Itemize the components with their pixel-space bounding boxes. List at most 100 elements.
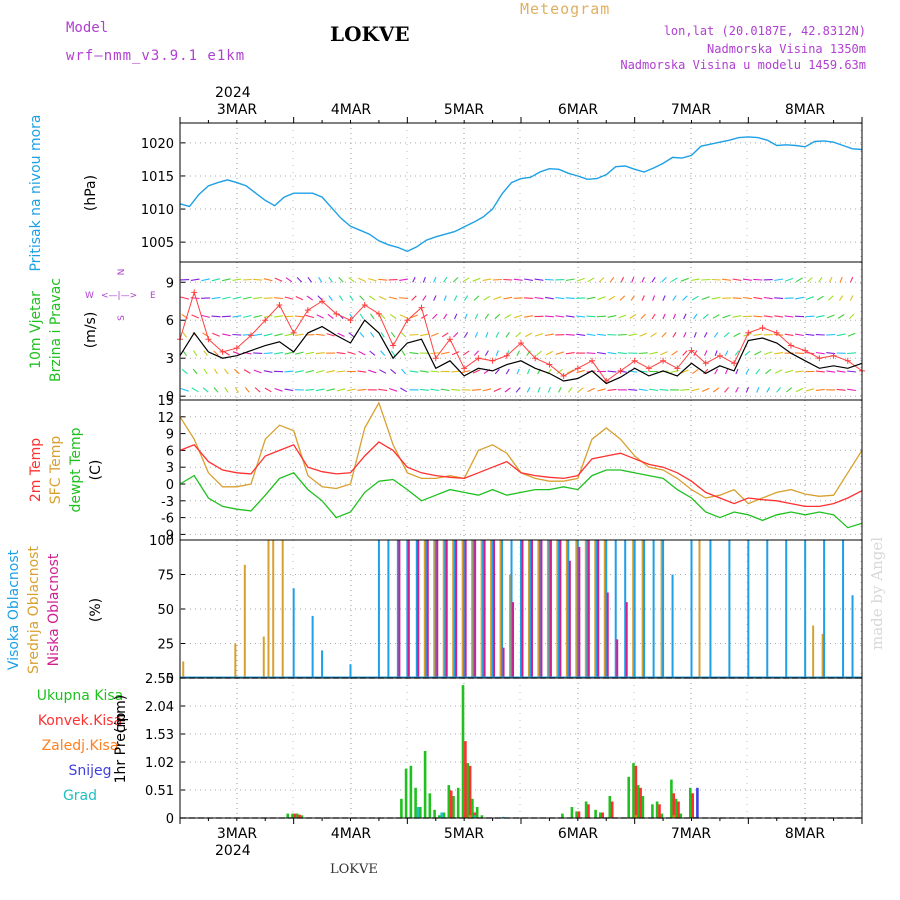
wind-arrow <box>401 350 406 356</box>
wind-arrow <box>651 276 656 283</box>
wind-gust-marker <box>773 329 780 336</box>
wind-gust-marker <box>631 357 638 364</box>
wind-arrow <box>400 387 408 393</box>
wind-arrow <box>651 313 656 320</box>
wind-arrow <box>399 278 408 281</box>
wind-arrow <box>336 388 346 392</box>
wind-arrow <box>305 351 315 355</box>
wind-arrow <box>305 314 315 319</box>
wind-arrow <box>379 369 387 374</box>
precip-conv-bar <box>298 814 301 818</box>
wind-arrow <box>190 278 200 281</box>
wind-arrow <box>703 331 708 338</box>
top-day-label: 7MAR <box>671 102 712 118</box>
wind-arrow <box>671 350 678 356</box>
wind-arrow <box>284 333 294 337</box>
wind-arrow <box>263 278 273 282</box>
wind-arrow <box>263 314 273 318</box>
wind-arrow <box>274 297 284 300</box>
wind-arrow <box>284 296 294 300</box>
wind-arrow <box>453 332 459 338</box>
precip-conv-bar <box>587 804 590 818</box>
wind-arrow <box>359 295 365 301</box>
wind-arrow <box>347 351 356 355</box>
wind-arrow <box>598 277 605 283</box>
wind-arrow <box>318 276 323 283</box>
wind-arrow <box>211 315 221 318</box>
footer-station: LOKVE <box>330 862 378 877</box>
wind-arrow <box>724 387 730 393</box>
wind-arrow <box>784 315 794 318</box>
precip-total-bar <box>570 807 574 818</box>
wind-arrow <box>327 313 334 319</box>
wind-gust-marker <box>574 365 581 372</box>
wind-arrow <box>526 350 531 356</box>
wind-arrow <box>745 368 750 375</box>
wind-arrow <box>545 350 554 356</box>
wind-arrow <box>201 278 210 282</box>
wind-arrow <box>474 331 479 338</box>
temp-ylabel-sfc: SFC Temp <box>48 436 64 505</box>
wind-arrow <box>422 276 426 283</box>
wind-arrow <box>815 388 825 391</box>
wind-arrow <box>545 296 554 300</box>
wind-arrow <box>305 388 315 391</box>
wind-arrow <box>348 277 355 283</box>
precip-tick-label: 0.51 <box>145 784 174 799</box>
wind-arrow <box>422 295 427 301</box>
wind-arrow <box>242 296 252 300</box>
wind-arrow <box>232 351 241 356</box>
wind-arrow <box>587 387 595 393</box>
wind-arrow <box>755 368 761 375</box>
wind-arrow <box>368 278 377 282</box>
temp-tick-label: -9 <box>161 528 174 543</box>
precip-conv-bar <box>601 812 604 818</box>
wind-arrow <box>693 313 698 320</box>
wind-arrow <box>558 387 562 393</box>
wind-arrow <box>482 278 492 282</box>
precip-conv-bar <box>691 793 694 818</box>
precip-unit: (mm) <box>113 695 129 733</box>
wind-arrow <box>440 388 450 392</box>
wind-arrow <box>805 333 815 336</box>
wind-arrow <box>474 313 479 320</box>
bottom-year-label: 2024 <box>215 843 251 859</box>
wind-arrow <box>753 296 763 300</box>
wind-arrow <box>847 370 857 373</box>
wind-gust-marker <box>546 361 553 368</box>
precip-total-bar <box>632 763 635 818</box>
wind-gust-marker <box>802 347 809 354</box>
precip-conv-bar <box>677 801 680 818</box>
wind-arrow <box>597 333 606 336</box>
wind-arrow <box>443 313 448 320</box>
temp-dew-line <box>179 469 863 529</box>
precip-total-bar <box>679 813 683 818</box>
wind-ylabel-2: Brzina i Pravac <box>48 278 64 382</box>
wind-arrow <box>565 352 575 355</box>
bottom-day-label: 6MAR <box>558 826 599 842</box>
wind-arrow <box>492 278 502 281</box>
wind-arrow <box>576 277 585 282</box>
wind-arrow <box>774 297 784 299</box>
precip-total-bar <box>641 796 645 818</box>
wind-arrow <box>453 295 458 301</box>
wind-arrow <box>263 333 273 337</box>
wind-arrow <box>607 351 617 355</box>
cloud-ylabel-low: Niska Oblacnost <box>46 553 62 666</box>
wind-arrow <box>326 388 335 392</box>
model-name: wrf—nmm_v3.9.1 e1km <box>66 48 246 64</box>
wind-arrow <box>795 370 804 373</box>
wind-arrow <box>565 315 575 318</box>
wind-arrow <box>534 278 544 281</box>
wind-arrow <box>473 295 480 301</box>
wind-arrow <box>222 333 231 337</box>
wind-arrow <box>577 387 584 393</box>
wind-arrow <box>587 277 595 283</box>
wind-arrow <box>818 276 823 283</box>
wind-arrow <box>232 315 242 318</box>
wind-arrow <box>409 352 419 355</box>
wind-arrow <box>244 387 250 393</box>
wind-arrow <box>400 332 407 338</box>
precip-total-bar <box>599 812 602 818</box>
precip-total-bar <box>651 804 654 818</box>
